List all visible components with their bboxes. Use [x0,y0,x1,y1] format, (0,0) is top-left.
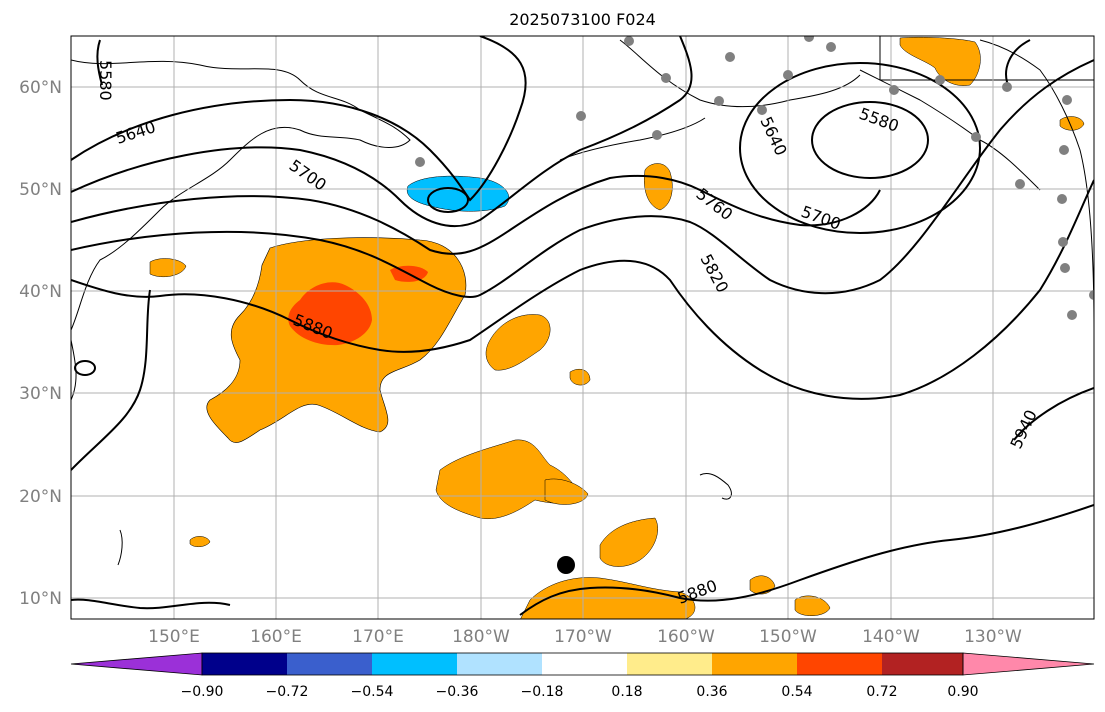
colorbar-tick: 0.18 [611,684,642,700]
colorbar-tick: −0.36 [436,684,479,700]
lat-label: 50°N [19,180,62,200]
colorbar-tick: 0.36 [696,684,727,700]
storm-center-marker [557,556,575,574]
lon-label: 170°E [352,627,404,647]
colorbar-tick: −0.90 [181,684,224,700]
colorbar-tick: −0.72 [266,684,309,700]
lon-label: 130°W [964,627,1022,647]
lon-label: 160°E [250,627,302,647]
colorbar [70,652,1095,676]
lon-label: 170°W [554,627,612,647]
longitude-labels: 150°E 160°E 170°E 180°W 170°W 160°W 150°… [148,627,1022,647]
colorbar-segment-5 [542,653,627,675]
lat-label: 60°N [19,78,62,98]
lat-label: 30°N [19,384,62,404]
colorbar-segment-9 [882,653,963,675]
lon-label: 140°W [862,627,920,647]
colorbar-segment-8 [797,653,882,675]
lon-label: 180°W [452,627,510,647]
lon-label: 150°E [148,627,200,647]
colorbar-segment-2 [287,653,372,675]
colorbar-tick: 0.72 [866,684,897,700]
station-dots [415,36,1094,320]
colorbar-ticks: −0.90 −0.72 −0.54 −0.36 −0.18 0.18 0.36 … [181,684,979,700]
colorbar-tick: 0.54 [781,684,812,700]
colorbar-tick: 0.90 [947,684,978,700]
lon-label: 150°W [759,627,817,647]
latitude-labels: 60°N 50°N 40°N 30°N 20°N 10°N [19,78,62,609]
colorbar-segment-1 [202,653,287,675]
height-contours [71,36,1094,616]
colorbar-segment-3 [372,653,457,675]
map-frame [70,35,1095,620]
lat-label: 20°N [19,487,62,507]
coastlines [71,36,1094,566]
lat-label: 10°N [19,589,62,609]
colorbar-tick: −0.18 [521,684,564,700]
colorbar-segment-0 [70,652,203,676]
lon-label: 160°W [657,627,715,647]
colorbar-segment-10 [962,652,1095,676]
colorbar-segment-4 [457,653,542,675]
lat-label: 40°N [19,282,62,302]
map-title: 2025073100 F024 [509,10,656,29]
contour-label: 5580 [96,60,115,101]
graticule [71,36,1094,619]
colorbar-segment-7 [712,653,797,675]
colorbar-segment-6 [627,653,712,675]
colorbar-tick: −0.54 [351,684,394,700]
